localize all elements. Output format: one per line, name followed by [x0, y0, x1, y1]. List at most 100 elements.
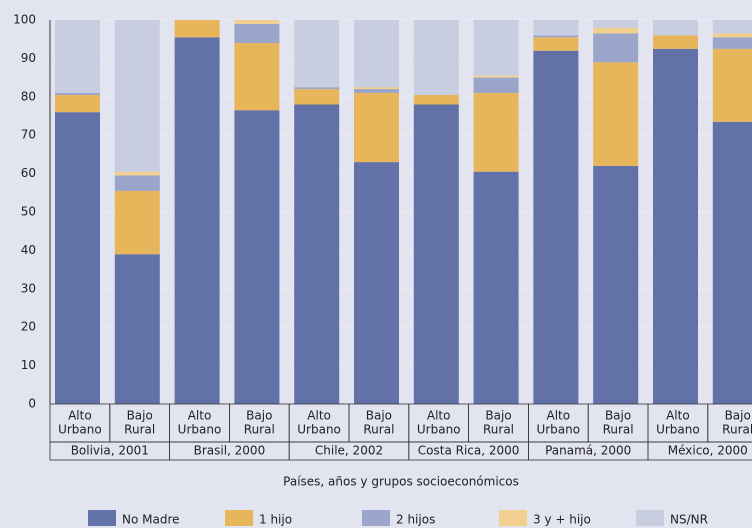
bar-segment: [174, 20, 220, 38]
x-tick-label: Alto: [547, 409, 571, 423]
bar-segment: [294, 87, 340, 90]
bar-segment: [653, 20, 698, 36]
x-tick-label: Rural: [483, 423, 514, 437]
x-tick-label: Rural: [363, 423, 394, 437]
y-tick-label: 100: [13, 13, 36, 27]
x-tick-label: Urbano: [536, 423, 580, 437]
bar-segment: [413, 94, 459, 105]
y-tick-label: 10: [21, 358, 36, 372]
x-tick-label: Urbano: [58, 423, 102, 437]
legend-swatch: [636, 510, 664, 526]
legend-label: 1 hijo: [259, 513, 292, 527]
y-tick-label: 80: [21, 89, 36, 103]
x-tick-label: Rural: [722, 423, 752, 437]
x-tick-label: Bajo: [246, 409, 272, 423]
bar-segment: [354, 20, 399, 88]
bar-segment: [593, 165, 639, 404]
bar-segment: [114, 171, 160, 176]
bar-segment: [653, 35, 698, 49]
bar-segment: [473, 77, 519, 93]
bar-segment: [294, 104, 340, 404]
x-tick-label: Urbano: [297, 423, 341, 437]
x-tick-label: Alto: [666, 409, 690, 423]
bar-segment: [473, 20, 519, 76]
legend-label: 2 hijos: [396, 513, 435, 527]
bar-segment: [55, 92, 100, 95]
bar-segment: [234, 20, 280, 24]
group-label: Bolivia, 2001: [71, 444, 149, 458]
legend-swatch: [362, 510, 390, 526]
y-tick-label: 70: [21, 128, 36, 142]
bar-segment: [473, 171, 519, 404]
bar-segment: [174, 37, 220, 404]
group-cell: [647, 441, 752, 461]
x-tick-label: Bajo: [485, 409, 511, 423]
bar-segment: [413, 20, 459, 95]
group-label: Costa Rica, 2000: [418, 444, 520, 458]
x-tick-label: Rural: [603, 423, 634, 437]
legend-label: 3 y + hijo: [533, 513, 591, 527]
bar-segment: [533, 50, 579, 404]
bar-segment: [533, 35, 579, 38]
bar-segment: [354, 162, 399, 404]
bar-segment: [55, 112, 100, 404]
x-tick-label: Bajo: [127, 409, 153, 423]
y-tick-label: 50: [21, 205, 36, 219]
group-label: México, 2000: [668, 444, 748, 458]
x-tick-label: Alto: [68, 409, 92, 423]
y-tick-label: 30: [21, 281, 36, 295]
x-tick-label: Alto: [307, 409, 331, 423]
bar-segment: [712, 121, 752, 404]
x-tick-label: Bajo: [725, 409, 751, 423]
x-tick-label: Urbano: [178, 423, 222, 437]
bar-segment: [712, 48, 752, 122]
bar-segment: [533, 37, 579, 51]
legend-swatch: [499, 510, 527, 526]
x-tick-label: Rural: [124, 423, 155, 437]
group-label: Chile, 2002: [315, 444, 383, 458]
bar-segment: [653, 48, 698, 405]
bar-segment: [413, 104, 459, 404]
bar-segment: [473, 75, 519, 78]
bar-segment: [354, 87, 399, 90]
x-tick-label: Rural: [244, 423, 275, 437]
x-axis-label: Países, años y grupos socioeconómicos: [283, 475, 519, 489]
bar-segment: [354, 89, 399, 93]
legend-label: No Madre: [122, 513, 180, 527]
bar-segment: [593, 20, 639, 28]
bar-segment: [55, 94, 100, 113]
bar-segment: [593, 62, 639, 166]
y-tick-label: 60: [21, 166, 36, 180]
legend-swatch: [225, 510, 253, 526]
y-tick-label: 90: [21, 51, 36, 65]
y-tick-label: 20: [21, 320, 36, 334]
bar-segment: [354, 92, 399, 163]
bar-segment: [712, 33, 752, 38]
group-label: Panamá, 2000: [545, 444, 631, 458]
bar-segment: [114, 190, 160, 255]
legend-label: NS/NR: [670, 513, 708, 527]
x-tick-label: Alto: [188, 409, 212, 423]
x-tick-label: Urbano: [417, 423, 461, 437]
group-label: Brasil, 2000: [194, 444, 266, 458]
bar-segment: [533, 20, 579, 36]
bar-segment: [712, 20, 752, 34]
bar-segment: [114, 254, 160, 404]
bar-segment: [114, 175, 160, 191]
bar-segment: [473, 92, 519, 172]
x-tick-label: Bajo: [366, 409, 392, 423]
bar-segment: [294, 20, 340, 88]
x-tick-label: Bajo: [605, 409, 631, 423]
bar-segment: [712, 37, 752, 49]
bar-segment: [55, 20, 100, 93]
bar-segment: [114, 20, 160, 172]
bar-segment: [234, 43, 280, 111]
y-tick-label: 40: [21, 243, 36, 257]
bar-segment: [234, 110, 280, 405]
x-tick-label: Urbano: [656, 423, 700, 437]
legend-swatch: [88, 510, 116, 526]
x-tick-label: Alto: [427, 409, 451, 423]
bar-segment: [593, 27, 639, 34]
bar-segment: [234, 23, 280, 44]
